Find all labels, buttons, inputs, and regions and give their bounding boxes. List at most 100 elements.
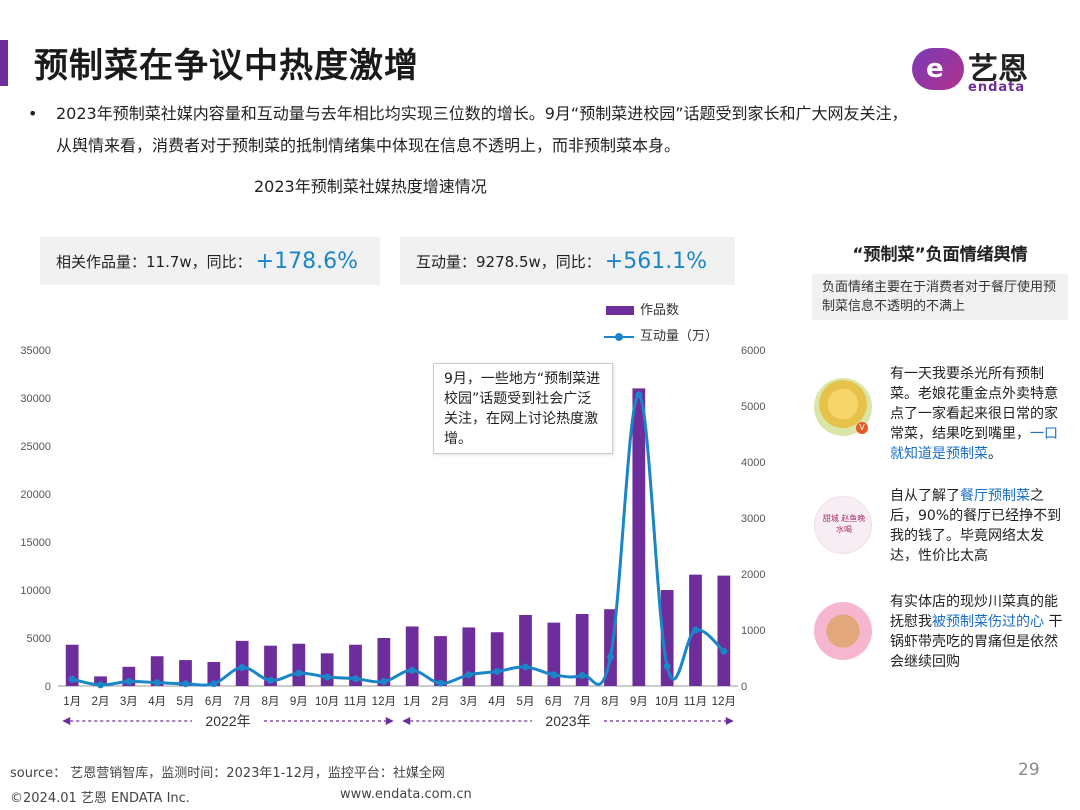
copyright-text: ©2024.01 艺恩 ENDATA Inc.	[10, 791, 190, 806]
bar	[462, 627, 476, 686]
line-point	[437, 679, 444, 687]
x-tick-label: 9月	[630, 696, 648, 708]
interaction-stat-value: +561.1%	[604, 248, 708, 274]
line-point	[607, 653, 614, 661]
bar	[292, 643, 306, 686]
x-tick-label: 7月	[573, 696, 591, 708]
bar	[717, 575, 731, 686]
bar	[660, 590, 674, 686]
avatar: 甜城 赵鱼晚水喝	[814, 496, 872, 554]
comment-text: 有实体店的现炒川菜真的能抚慰我被预制菜伤过的心 干锅虾带壳吃的胃痛但是依然会继续…	[890, 594, 1063, 670]
x-tick-label: 8月	[602, 696, 620, 708]
line-point	[380, 678, 388, 686]
bar	[434, 636, 447, 686]
x-tick-label: 3月	[120, 696, 138, 708]
x-tick-label: 6月	[205, 696, 223, 708]
x-tick-label: 1月	[403, 696, 421, 708]
bar	[207, 662, 221, 686]
bracket-arrow-icon	[402, 717, 411, 725]
line-point	[182, 680, 189, 688]
x-tick-label: 5月	[517, 696, 535, 708]
works-stat-label: 相关作品量：11.7w，同比：	[56, 252, 252, 271]
bracket-arrow-icon	[725, 717, 734, 725]
x-tick-label: 11月	[684, 696, 707, 708]
x-tick-label: 9月	[290, 696, 308, 708]
line-point	[408, 666, 416, 674]
logo-mark-icon: e	[912, 48, 964, 90]
chart-heading: 2023年预制菜社媒热度增速情况	[254, 177, 487, 196]
bar	[94, 676, 107, 686]
line-point	[720, 647, 728, 655]
bar	[150, 656, 164, 686]
page-title: 预制菜在争议中热度激增	[34, 46, 419, 86]
comment-highlight: 餐厅预制菜	[960, 488, 1030, 504]
x-tick-label: 7月	[233, 696, 251, 708]
sentiment-panel-title: “预制菜”负面情绪舆情	[852, 245, 1028, 265]
x-tick-label: 1月	[63, 696, 81, 708]
logo-english-name: endata	[968, 80, 1026, 95]
bar	[264, 645, 277, 686]
line-point	[663, 662, 671, 670]
combo-chart: 0 5000 10000 15000 20000 25000 30000 35000 0 1000…	[20, 345, 765, 729]
y-tick-label: 25000	[20, 441, 51, 453]
bracket-arrow-icon	[385, 717, 394, 725]
bar	[519, 614, 532, 686]
comment-text: 有一天我要杀光所有预制菜。老娘花重金点外卖特意点了一家看起来很日常的家常菜，结果…	[890, 366, 1058, 462]
works-stat-box: 相关作品量：11.7w，同比： +178.6%	[40, 237, 380, 285]
legend-item-works: 作品数	[604, 300, 718, 326]
website-text: www.endata.com.cn	[340, 787, 472, 802]
bar	[320, 653, 334, 686]
y2-tick-label: 3000	[741, 513, 765, 525]
x-tick-label: 2月	[432, 696, 450, 708]
endata-logo: e 艺恩 endata	[912, 44, 1042, 96]
bar	[235, 640, 249, 686]
line-point	[153, 679, 161, 687]
interaction-stat-label: 互动量：9278.5w，同比：	[416, 252, 601, 271]
summary-text: 2023年预制菜社媒内容量和互动量与去年相比均实现三位数的增长。9月“预制菜进校…	[56, 104, 908, 155]
line-point	[578, 671, 586, 679]
line-point	[323, 673, 331, 681]
line-point	[238, 664, 246, 672]
interaction-line	[71, 393, 725, 687]
line-point	[465, 671, 473, 679]
x-tick-label: 6月	[545, 696, 563, 708]
year-group-label: 2022年	[205, 713, 250, 729]
works-stat-value: +178.6%	[255, 248, 358, 274]
bar	[575, 614, 589, 686]
line-point	[635, 391, 643, 399]
y-tick-label: 30000	[20, 393, 51, 405]
page-number: 29	[1018, 760, 1040, 780]
x-tick-label: 4月	[488, 696, 506, 708]
y-tick-label: 0	[45, 681, 51, 693]
verified-badge-icon: V	[856, 422, 868, 434]
x-tick-label: 10月	[655, 696, 679, 708]
bar	[349, 644, 362, 686]
x-tick-label: 12月	[712, 696, 736, 708]
sentiment-panel-subtitle: 负面情绪主要在于消费者对于餐厅使用预制菜信息不透明的不满上	[812, 274, 1068, 320]
y-tick-label: 35000	[20, 345, 51, 357]
x-tick-label: 3月	[460, 696, 478, 708]
y2-tick-label: 5000	[741, 401, 765, 413]
avatar	[814, 602, 872, 660]
legend-bar-swatch	[606, 306, 634, 315]
legend-label-works: 作品数	[640, 303, 680, 318]
x-tick-label: 12月	[372, 696, 396, 708]
line-point	[97, 681, 104, 689]
summary-bullet: • 2023年预制菜社媒内容量和互动量与去年相比均实现三位数的增长。9月“预制菜…	[28, 98, 908, 162]
title-accent-bar	[0, 40, 8, 86]
y-tick-label: 5000	[27, 633, 51, 645]
line-point	[68, 675, 76, 683]
x-tick-label: 4月	[148, 696, 166, 708]
line-point	[210, 680, 218, 688]
x-tick-label: 2月	[92, 696, 110, 708]
x-tick-label: 10月	[315, 696, 339, 708]
legend-dot-swatch	[615, 333, 623, 341]
y-tick-label: 15000	[20, 537, 51, 549]
logo-chinese-name: 艺恩	[968, 52, 1028, 87]
line-point	[267, 676, 274, 684]
line-point	[493, 667, 501, 675]
year-group-label: 2023年	[545, 713, 590, 729]
y2-tick-label: 2000	[741, 569, 765, 581]
line-point	[295, 669, 303, 677]
y2-tick-label: 6000	[741, 345, 765, 357]
